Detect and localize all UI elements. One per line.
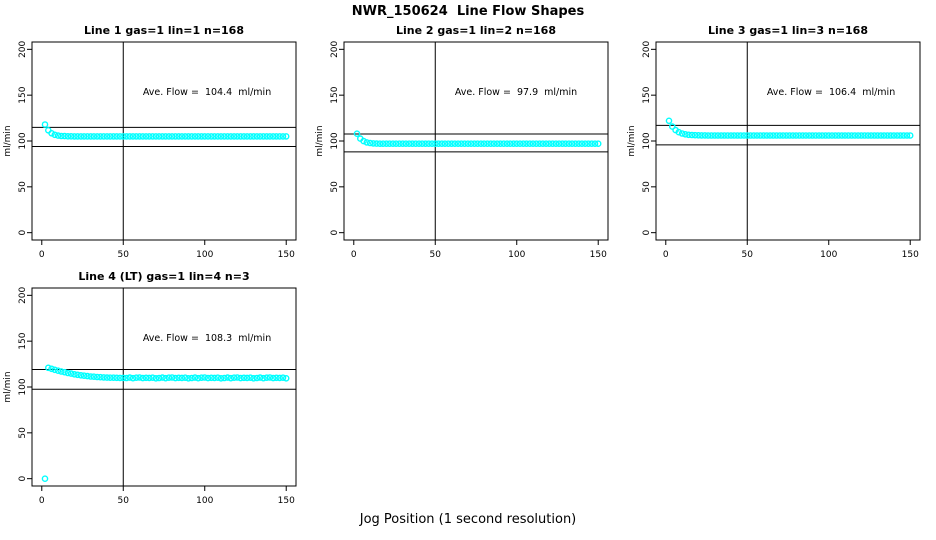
figure-title: NWR_150624 Line Flow Shapes [351, 4, 585, 19]
x-tick-label: 100 [820, 250, 837, 260]
y-tick-label: 0 [642, 230, 652, 236]
y-tick-label: 50 [330, 181, 340, 193]
y-tick-label: 0 [330, 230, 340, 236]
y-axis-label: ml/min [627, 125, 637, 156]
x-tick-label: 50 [118, 250, 130, 260]
panel-line-4: Line 4 (LT) gas=1 lin=4 n=3 0 50 100 150 0 50… [0, 268, 312, 514]
panel-title: Line 1 gas=1 lin=1 n=168 [83, 24, 244, 37]
panel-plot: 0 50 100 150 0 50 100 150 200 ml/min Ave. Flow = 1… [3, 40, 297, 260]
y-axis-label: ml/min [3, 371, 13, 402]
x-tick-label: 100 [508, 250, 525, 260]
y-tick-label: 0 [18, 476, 28, 482]
panel-title: Line 3 gas=1 lin=3 n=168 [707, 24, 868, 37]
plot-box [31, 287, 297, 487]
panel-title: Line 2 gas=1 lin=2 n=168 [395, 24, 556, 37]
ave-flow-annotation: Ave. Flow = 106.4 ml/min [767, 87, 895, 98]
ave-flow-annotation: Ave. Flow = 104.4 ml/min [143, 87, 271, 98]
y-tick-label: 100 [18, 132, 28, 149]
x-tick-label: 0 [663, 250, 669, 260]
panel-line-2: Line 2 gas=1 lin=2 n=168 0 50 100 150 0 50 100… [312, 22, 624, 268]
x-tick-label: 50 [430, 250, 442, 260]
panel-plot: 0 50 100 150 0 50 100 150 200 ml/min Ave. Flow = 9… [315, 40, 609, 260]
x-tick-label: 150 [590, 250, 607, 260]
y-axis-label: ml/min [315, 125, 325, 156]
data-points [41, 121, 290, 140]
y-tick-label: 200 [642, 40, 652, 57]
x-tick-label: 0 [351, 250, 357, 260]
x-tick-label: 100 [196, 250, 213, 260]
panel-plot: 0 50 100 150 0 50 100 150 200 ml/min Ave. Flow = 1… [627, 40, 921, 260]
y-tick-label: 150 [642, 86, 652, 103]
y-tick-label: 150 [18, 86, 28, 103]
panel-plot: 0 50 100 150 0 50 100 150 200 ml/min Ave. Flow = 1… [3, 286, 297, 506]
y-tick-label: 50 [642, 181, 652, 193]
y-tick-label: 100 [330, 132, 340, 149]
panel-line-1: Line 1 gas=1 lin=1 n=168 0 50 100 150 0 50 100… [0, 22, 312, 268]
y-tick-label: 100 [642, 132, 652, 149]
x-tick-label: 50 [742, 250, 754, 260]
data-points [353, 130, 602, 147]
y-tick-label: 200 [18, 286, 28, 303]
y-tick-label: 200 [18, 40, 28, 57]
data-points [41, 364, 290, 482]
y-axis-label: ml/min [3, 125, 13, 156]
x-tick-label: 150 [902, 250, 919, 260]
panel-line-3: Line 3 gas=1 lin=3 n=168 0 50 100 150 0 50 100… [624, 22, 936, 268]
x-axis-label: Jog Position (1 second resolution) [359, 512, 577, 527]
x-tick-label: 0 [39, 496, 45, 506]
y-tick-label: 100 [18, 378, 28, 395]
y-tick-label: 150 [330, 86, 340, 103]
y-tick-label: 0 [18, 230, 28, 236]
x-tick-label: 150 [278, 496, 295, 506]
y-tick-label: 50 [18, 427, 28, 439]
y-tick-label: 200 [330, 40, 340, 57]
x-tick-label: 0 [39, 250, 45, 260]
x-tick-label: 150 [278, 250, 295, 260]
ave-flow-annotation: Ave. Flow = 108.3 ml/min [143, 333, 271, 344]
y-tick-label: 150 [18, 332, 28, 349]
data-points [665, 117, 914, 139]
panel-title: Line 4 (LT) gas=1 lin=4 n=3 [78, 270, 250, 283]
y-tick-label: 50 [18, 181, 28, 193]
ave-flow-annotation: Ave. Flow = 97.9 ml/min [455, 87, 577, 98]
x-tick-label: 100 [196, 496, 213, 506]
plot-box [31, 41, 297, 241]
x-tick-label: 50 [118, 496, 130, 506]
plot-box [655, 41, 921, 241]
